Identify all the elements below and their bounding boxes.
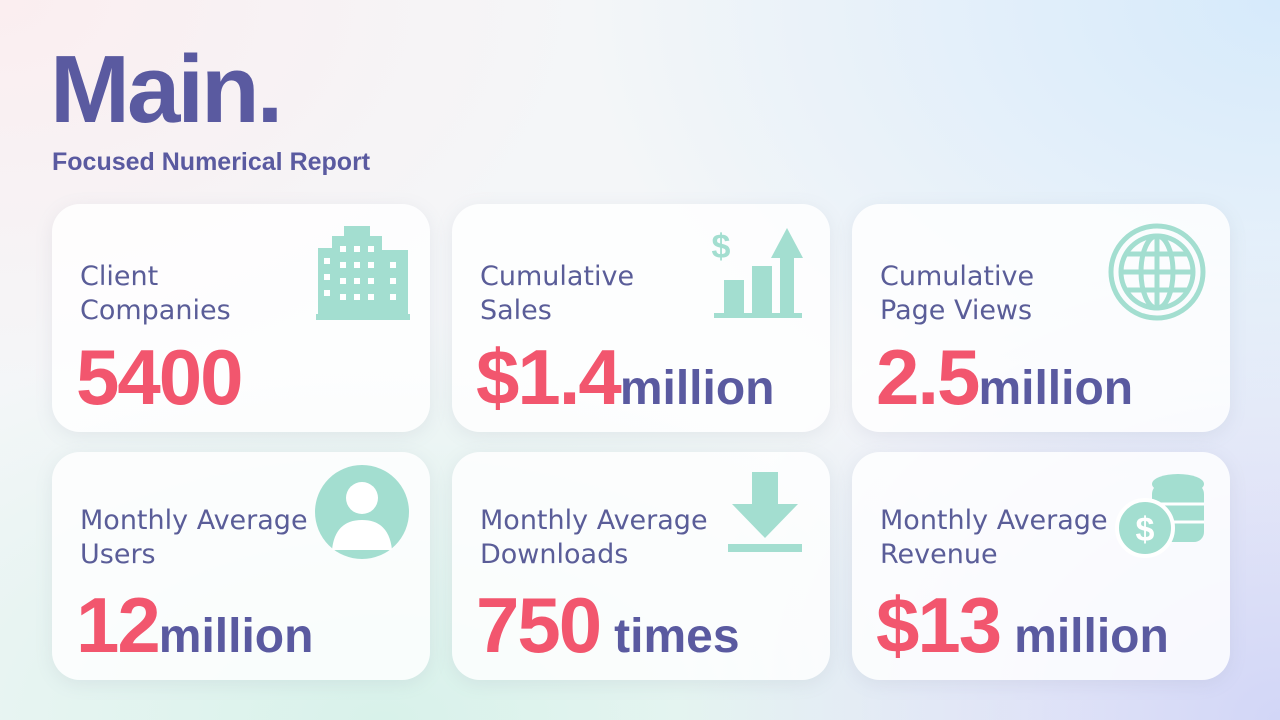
card-label: Monthly Average Downloads	[480, 504, 708, 572]
card-value: $1.4million	[476, 332, 774, 423]
card-label: Cumulative Sales	[480, 260, 634, 328]
card-value: 750 times	[476, 580, 740, 671]
label-line: Cumulative	[480, 261, 635, 292]
label-line: Monthly Average	[880, 505, 1108, 536]
stat-card: Cumulative Page Views 2.5million	[852, 204, 1230, 432]
stat-card: Monthly Average Downloads 750 times	[452, 452, 830, 680]
value-unit: million	[1014, 610, 1169, 663]
stat-card: Cumulative Sales $1.4million	[452, 204, 830, 432]
card-value: $13 million	[876, 580, 1169, 671]
subtitle: Focused Numerical Report	[52, 148, 371, 176]
title: Main.	[50, 36, 283, 143]
card-value: 2.5million	[876, 332, 1133, 423]
value-number: $1.4	[476, 333, 622, 421]
stat-card: Monthly Average Revenue $13 million	[852, 452, 1230, 680]
value-number: 5400	[76, 333, 244, 421]
value-number: 750	[476, 581, 602, 669]
label-line: Users	[80, 539, 156, 570]
card-label: Monthly Average Revenue	[880, 504, 1108, 572]
stat-card: Monthly Average Users 12million	[52, 452, 430, 680]
value-unit: million	[619, 362, 775, 415]
card-label: Client Companies	[80, 260, 231, 328]
card-label: Monthly Average Users	[80, 504, 308, 572]
stat-card: Client Companies 5400	[52, 204, 430, 432]
label-line: Sales	[480, 295, 552, 326]
card-label: Cumulative Page Views	[880, 260, 1034, 328]
label-line: Companies	[80, 295, 231, 326]
card-value: 5400	[76, 332, 244, 423]
value-number: 12	[76, 581, 161, 669]
value-unit: million	[978, 362, 1134, 415]
label-line: Client	[80, 261, 159, 292]
value-number: 2.5	[876, 333, 980, 421]
label-line: Monthly Average	[80, 505, 308, 536]
value-number: $13	[876, 581, 1002, 669]
label-line: Revenue	[880, 539, 998, 570]
label-line: Downloads	[480, 539, 629, 570]
label-line: Monthly Average	[480, 505, 708, 536]
label-line: Page Views	[880, 295, 1033, 326]
value-unit: times	[614, 610, 740, 663]
value-unit: million	[158, 610, 314, 663]
card-value: 12million	[76, 580, 313, 671]
label-line: Cumulative	[880, 261, 1035, 292]
